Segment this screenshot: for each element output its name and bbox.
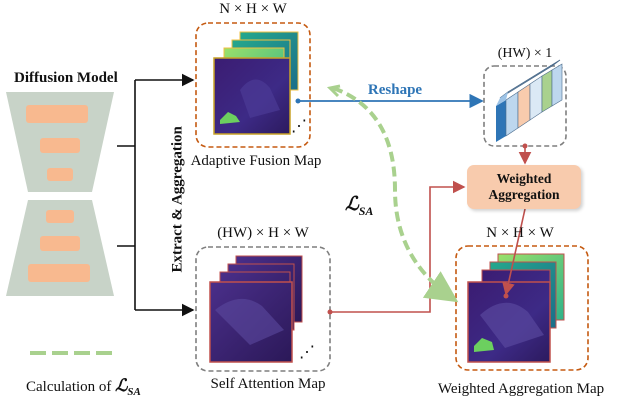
sam-ellipsis: ⋰: [299, 344, 315, 361]
weighted-aggregation-box: Weighted Aggregation: [467, 165, 581, 209]
loss-label: ℒSA: [345, 193, 373, 219]
hw-hw-label: (HW) × H × W: [217, 225, 309, 241]
adaptive-fusion-map-caption: Adaptive Fusion Map: [190, 153, 322, 169]
weighted-aggregation-line1: Weighted: [496, 171, 552, 186]
nhw-bottom-label: N × H × W: [486, 225, 554, 241]
diffusion-model-title: Diffusion Model: [14, 70, 118, 86]
legend-loss-subscript: SA: [127, 386, 141, 398]
weighted-aggregation-arrows: [330, 146, 532, 313]
legend-loss-symbol: ℒ: [115, 376, 128, 395]
weighted-aggregation-map-frame: [455, 245, 589, 371]
legend-label: Calculation of ℒSA: [26, 376, 141, 398]
self-attention-map-stack: [209, 255, 303, 363]
extract-aggregation-label: Extract & Aggregation: [169, 126, 186, 273]
nhw-top-label: N × H × W: [219, 1, 287, 17]
afm-ellipsis: ⋰: [291, 118, 307, 135]
weighted-aggregation-line2: Aggregation: [488, 187, 560, 202]
loss-symbol: ℒ: [345, 194, 359, 215]
diffusion-model-decoder: [6, 200, 114, 296]
weighted-aggregation-map-stack: [467, 253, 565, 363]
loss-subscript: SA: [358, 203, 374, 218]
diffusion-model-encoder: [6, 92, 114, 192]
legend-text: Calculation of: [26, 379, 116, 395]
self-attention-map-frame: [195, 246, 331, 372]
adaptive-fusion-map-frame: [195, 22, 311, 148]
reshaped-vector: [496, 59, 563, 142]
self-attention-map-caption: Self Attention Map: [210, 376, 326, 392]
hw1-label: (HW) × 1: [497, 46, 553, 61]
loss-curve: [332, 86, 459, 303]
weighted-aggregation-map-caption: Weighted Aggregation Map: [437, 381, 605, 397]
extract-bracket: [117, 73, 195, 317]
adaptive-fusion-map-stack: [213, 31, 299, 135]
reshape-label: Reshape: [367, 82, 423, 98]
